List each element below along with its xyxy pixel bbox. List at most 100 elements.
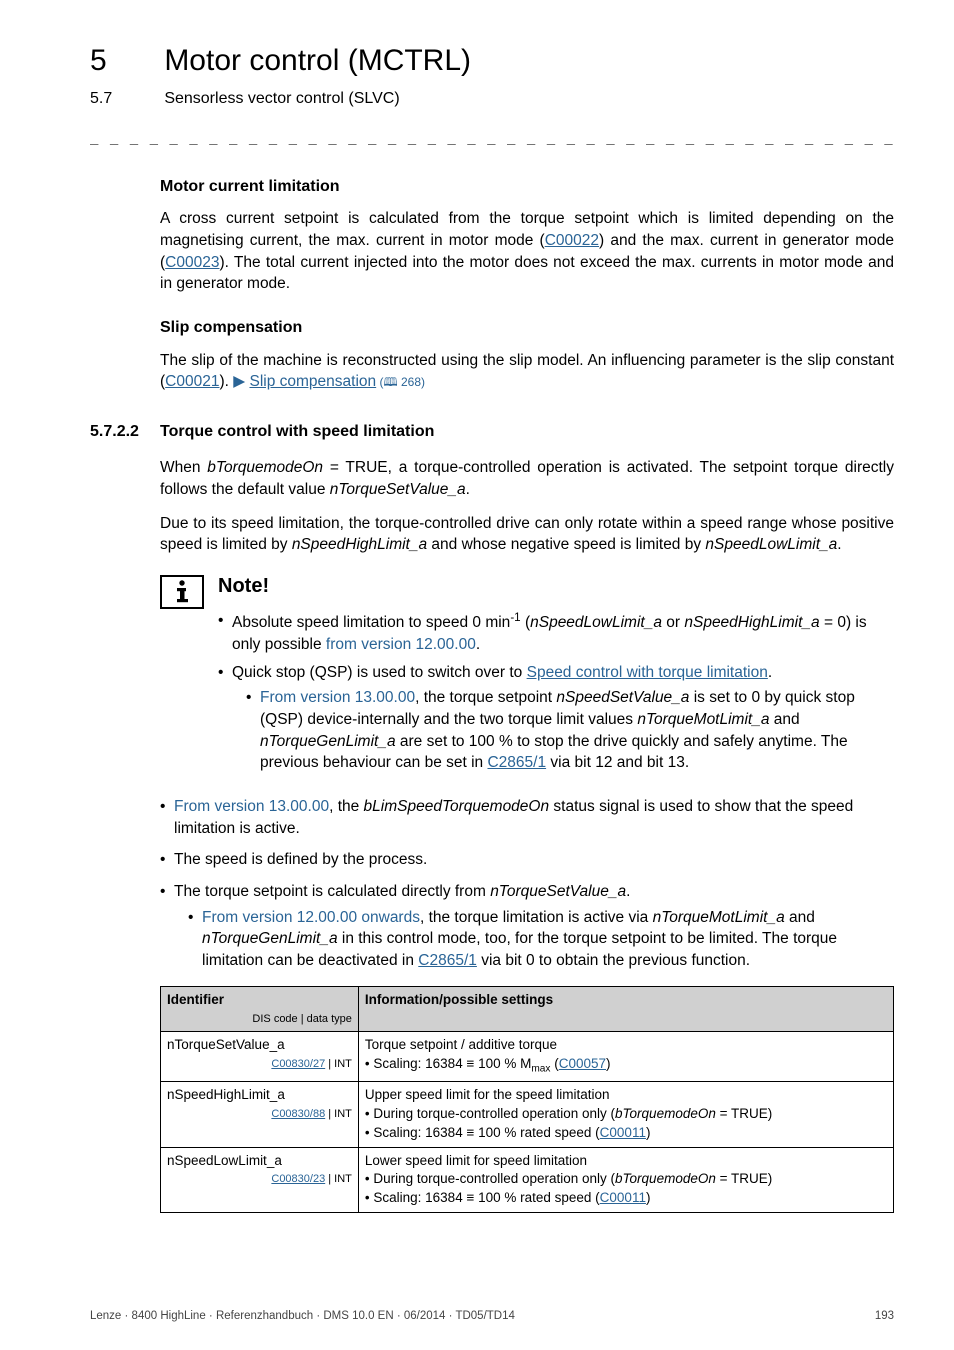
- table-cell-id: nSpeedLowLimit_a C00830/23 | INT: [161, 1147, 359, 1213]
- table-cell-info: Lower speed limit for speed limitation •…: [358, 1147, 893, 1213]
- paragraph-motor-current: A cross current setpoint is calculated f…: [160, 208, 894, 295]
- page-container: 5 Motor control (MCTRL) 5.7 Sensorless v…: [0, 0, 954, 1350]
- text: and whose negative speed is limited by: [427, 536, 705, 553]
- link-c00023[interactable]: C00023: [165, 254, 219, 271]
- text: • Scaling: 16384 ≡ 100 % M: [365, 1056, 531, 1071]
- table-cell-id: nSpeedHighLimit_a C00830/88 | INT: [161, 1081, 359, 1147]
- var-ntorquemotlimit-a: nTorqueMotLimit_a: [653, 909, 785, 926]
- link-c00021[interactable]: C00021: [165, 373, 219, 390]
- text: Quick stop (QSP) is used to switch over …: [232, 664, 527, 681]
- text: .: [837, 536, 841, 553]
- text: = TRUE): [716, 1106, 772, 1121]
- text: via bit 0 to obtain the previous functio…: [477, 952, 750, 969]
- chapter-header: 5 Motor control (MCTRL): [90, 40, 894, 82]
- table-cell-info: Upper speed limit for the speed limitati…: [358, 1081, 893, 1147]
- text: | INT: [325, 1108, 352, 1120]
- text: .: [626, 883, 630, 900]
- text: , the: [329, 798, 363, 815]
- identifier-code: C00830/88 | INT: [167, 1105, 352, 1122]
- text: or: [662, 614, 684, 631]
- version-text: From version 13.00.00: [260, 689, 415, 706]
- footer-left: Lenze · 8400 HighLine · Referenzhandbuch…: [90, 1308, 515, 1324]
- text: .: [768, 664, 772, 681]
- var-ntorquegenlimit-a: nTorqueGenLimit_a: [202, 930, 338, 947]
- note-content: Absolute speed limitation to speed 0 min…: [218, 610, 894, 774]
- superscript: -1: [510, 611, 520, 624]
- var-nspeedhighlimit-a: nSpeedHighLimit_a: [292, 536, 427, 553]
- body-bullet-list: From version 13.00.00, the bLimSpeedTorq…: [160, 796, 894, 972]
- text: via bit 12 and bit 13.: [546, 754, 689, 771]
- var: bTorquemodeOn: [615, 1106, 716, 1121]
- link-speed-control[interactable]: Speed control with torque limitation: [527, 664, 768, 681]
- text: (: [521, 614, 530, 631]
- body-content: Motor current limitation A cross current…: [160, 176, 894, 393]
- text: and: [785, 909, 815, 926]
- identifier-code: C00830/27 | INT: [167, 1055, 352, 1072]
- subsection-body: When bTorquemodeOn = TRUE, a torque-cont…: [160, 457, 894, 1213]
- text: • During torque-controlled operation onl…: [365, 1171, 615, 1186]
- list-item-sub: From version 12.00.00 onwards, the torqu…: [188, 907, 894, 972]
- table-header-sub: DIS code | data type: [167, 1010, 352, 1027]
- var-ntorquesetvalue-a: nTorqueSetValue_a: [330, 481, 466, 498]
- text: Absolute speed limitation to speed 0 min: [232, 614, 510, 631]
- text: ). The total current injected into the m…: [160, 254, 894, 293]
- text: = TRUE): [716, 1171, 772, 1186]
- identifier-table: Identifier DIS code | data type Informat…: [160, 986, 894, 1213]
- text: Torque setpoint / additive torque: [365, 1037, 557, 1052]
- link-c00057[interactable]: C00057: [559, 1056, 606, 1071]
- note-title: Note!: [218, 572, 894, 600]
- note-item-1: Absolute speed limitation to speed 0 min…: [218, 610, 894, 656]
- link-slip-compensation[interactable]: Slip compensation: [249, 373, 376, 390]
- link-c00011[interactable]: C00011: [600, 1125, 646, 1140]
- text: ): [606, 1056, 611, 1071]
- link-c2865-1[interactable]: C2865/1: [418, 952, 477, 969]
- var-nspeedlowlimit-a: nSpeedLowLimit_a: [705, 536, 837, 553]
- list-item: The speed is defined by the process.: [160, 849, 894, 871]
- subsection-title: Torque control with speed limitation: [160, 421, 434, 443]
- heading-slip-compensation: Slip compensation: [160, 317, 894, 339]
- var-ntorquesetvalue-a: nTorqueSetValue_a: [490, 883, 626, 900]
- table-header-row: Identifier DIS code | data type Informat…: [161, 986, 894, 1031]
- table-row: nTorqueSetValue_a C00830/27 | INT Torque…: [161, 1032, 894, 1082]
- text: .: [476, 636, 480, 653]
- var-nspeedlowlimit-a: nSpeedLowLimit_a: [530, 614, 662, 631]
- section-title: Sensorless vector control (SLVC): [164, 88, 399, 110]
- subsection-heading: 5.7.2.2 Torque control with speed limita…: [90, 421, 894, 443]
- version-text: from version 12.00.00: [326, 636, 476, 653]
- info-icon: [160, 575, 204, 609]
- section-number: 5.7: [90, 88, 160, 110]
- text: • Scaling: 16384 ≡ 100 % rated speed (: [365, 1125, 600, 1140]
- link-code[interactable]: C00830/88: [271, 1108, 325, 1120]
- link-c2865-1[interactable]: C2865/1: [487, 754, 546, 771]
- text: ).: [219, 373, 233, 390]
- paragraph-tc-1: When bTorquemodeOn = TRUE, a torque-cont…: [160, 457, 894, 500]
- table-row: nSpeedHighLimit_a C00830/88 | INT Upper …: [161, 1081, 894, 1147]
- paragraph-tc-2: Due to its speed limitation, the torque-…: [160, 513, 894, 556]
- link-c00011[interactable]: C00011: [600, 1190, 646, 1205]
- separator-line: _ _ _ _ _ _ _ _ _ _ _ _ _ _ _ _ _ _ _ _ …: [90, 128, 894, 148]
- text: • During torque-controlled operation onl…: [365, 1106, 615, 1121]
- link-code[interactable]: C00830/27: [271, 1058, 325, 1070]
- link-code[interactable]: C00830/23: [271, 1173, 325, 1185]
- text: , the torque setpoint: [415, 689, 556, 706]
- text: | INT: [325, 1173, 352, 1185]
- var-ntorquegenlimit-a: nTorqueGenLimit_a: [260, 733, 396, 750]
- version-text: From version 13.00.00: [174, 798, 329, 815]
- text: Identifier: [167, 992, 224, 1007]
- table-header-identifier: Identifier DIS code | data type: [161, 986, 359, 1031]
- text: | INT: [325, 1058, 352, 1070]
- text: ): [646, 1125, 651, 1140]
- var-blimspeedtorquemodeon: bLimSpeedTorquemodeOn: [364, 798, 550, 815]
- var-ntorquemotlimit-a: nTorqueMotLimit_a: [637, 711, 769, 728]
- text: , the torque limitation is active via: [420, 909, 653, 926]
- var-nspeedsetvalue-a: nSpeedSetValue_a: [556, 689, 689, 706]
- text: When: [160, 459, 207, 476]
- var-nspeedhighlimit-a: nSpeedHighLimit_a: [684, 614, 819, 631]
- var-btorquemodeon: bTorquemodeOn: [207, 459, 323, 476]
- link-c00022[interactable]: C00022: [545, 232, 599, 249]
- page-number: 193: [875, 1308, 894, 1324]
- subsection-number: 5.7.2.2: [90, 421, 160, 443]
- section-header: 5.7 Sensorless vector control (SLVC): [90, 88, 894, 110]
- text: (: [550, 1056, 558, 1071]
- text: Lower speed limit for speed limitation: [365, 1153, 587, 1168]
